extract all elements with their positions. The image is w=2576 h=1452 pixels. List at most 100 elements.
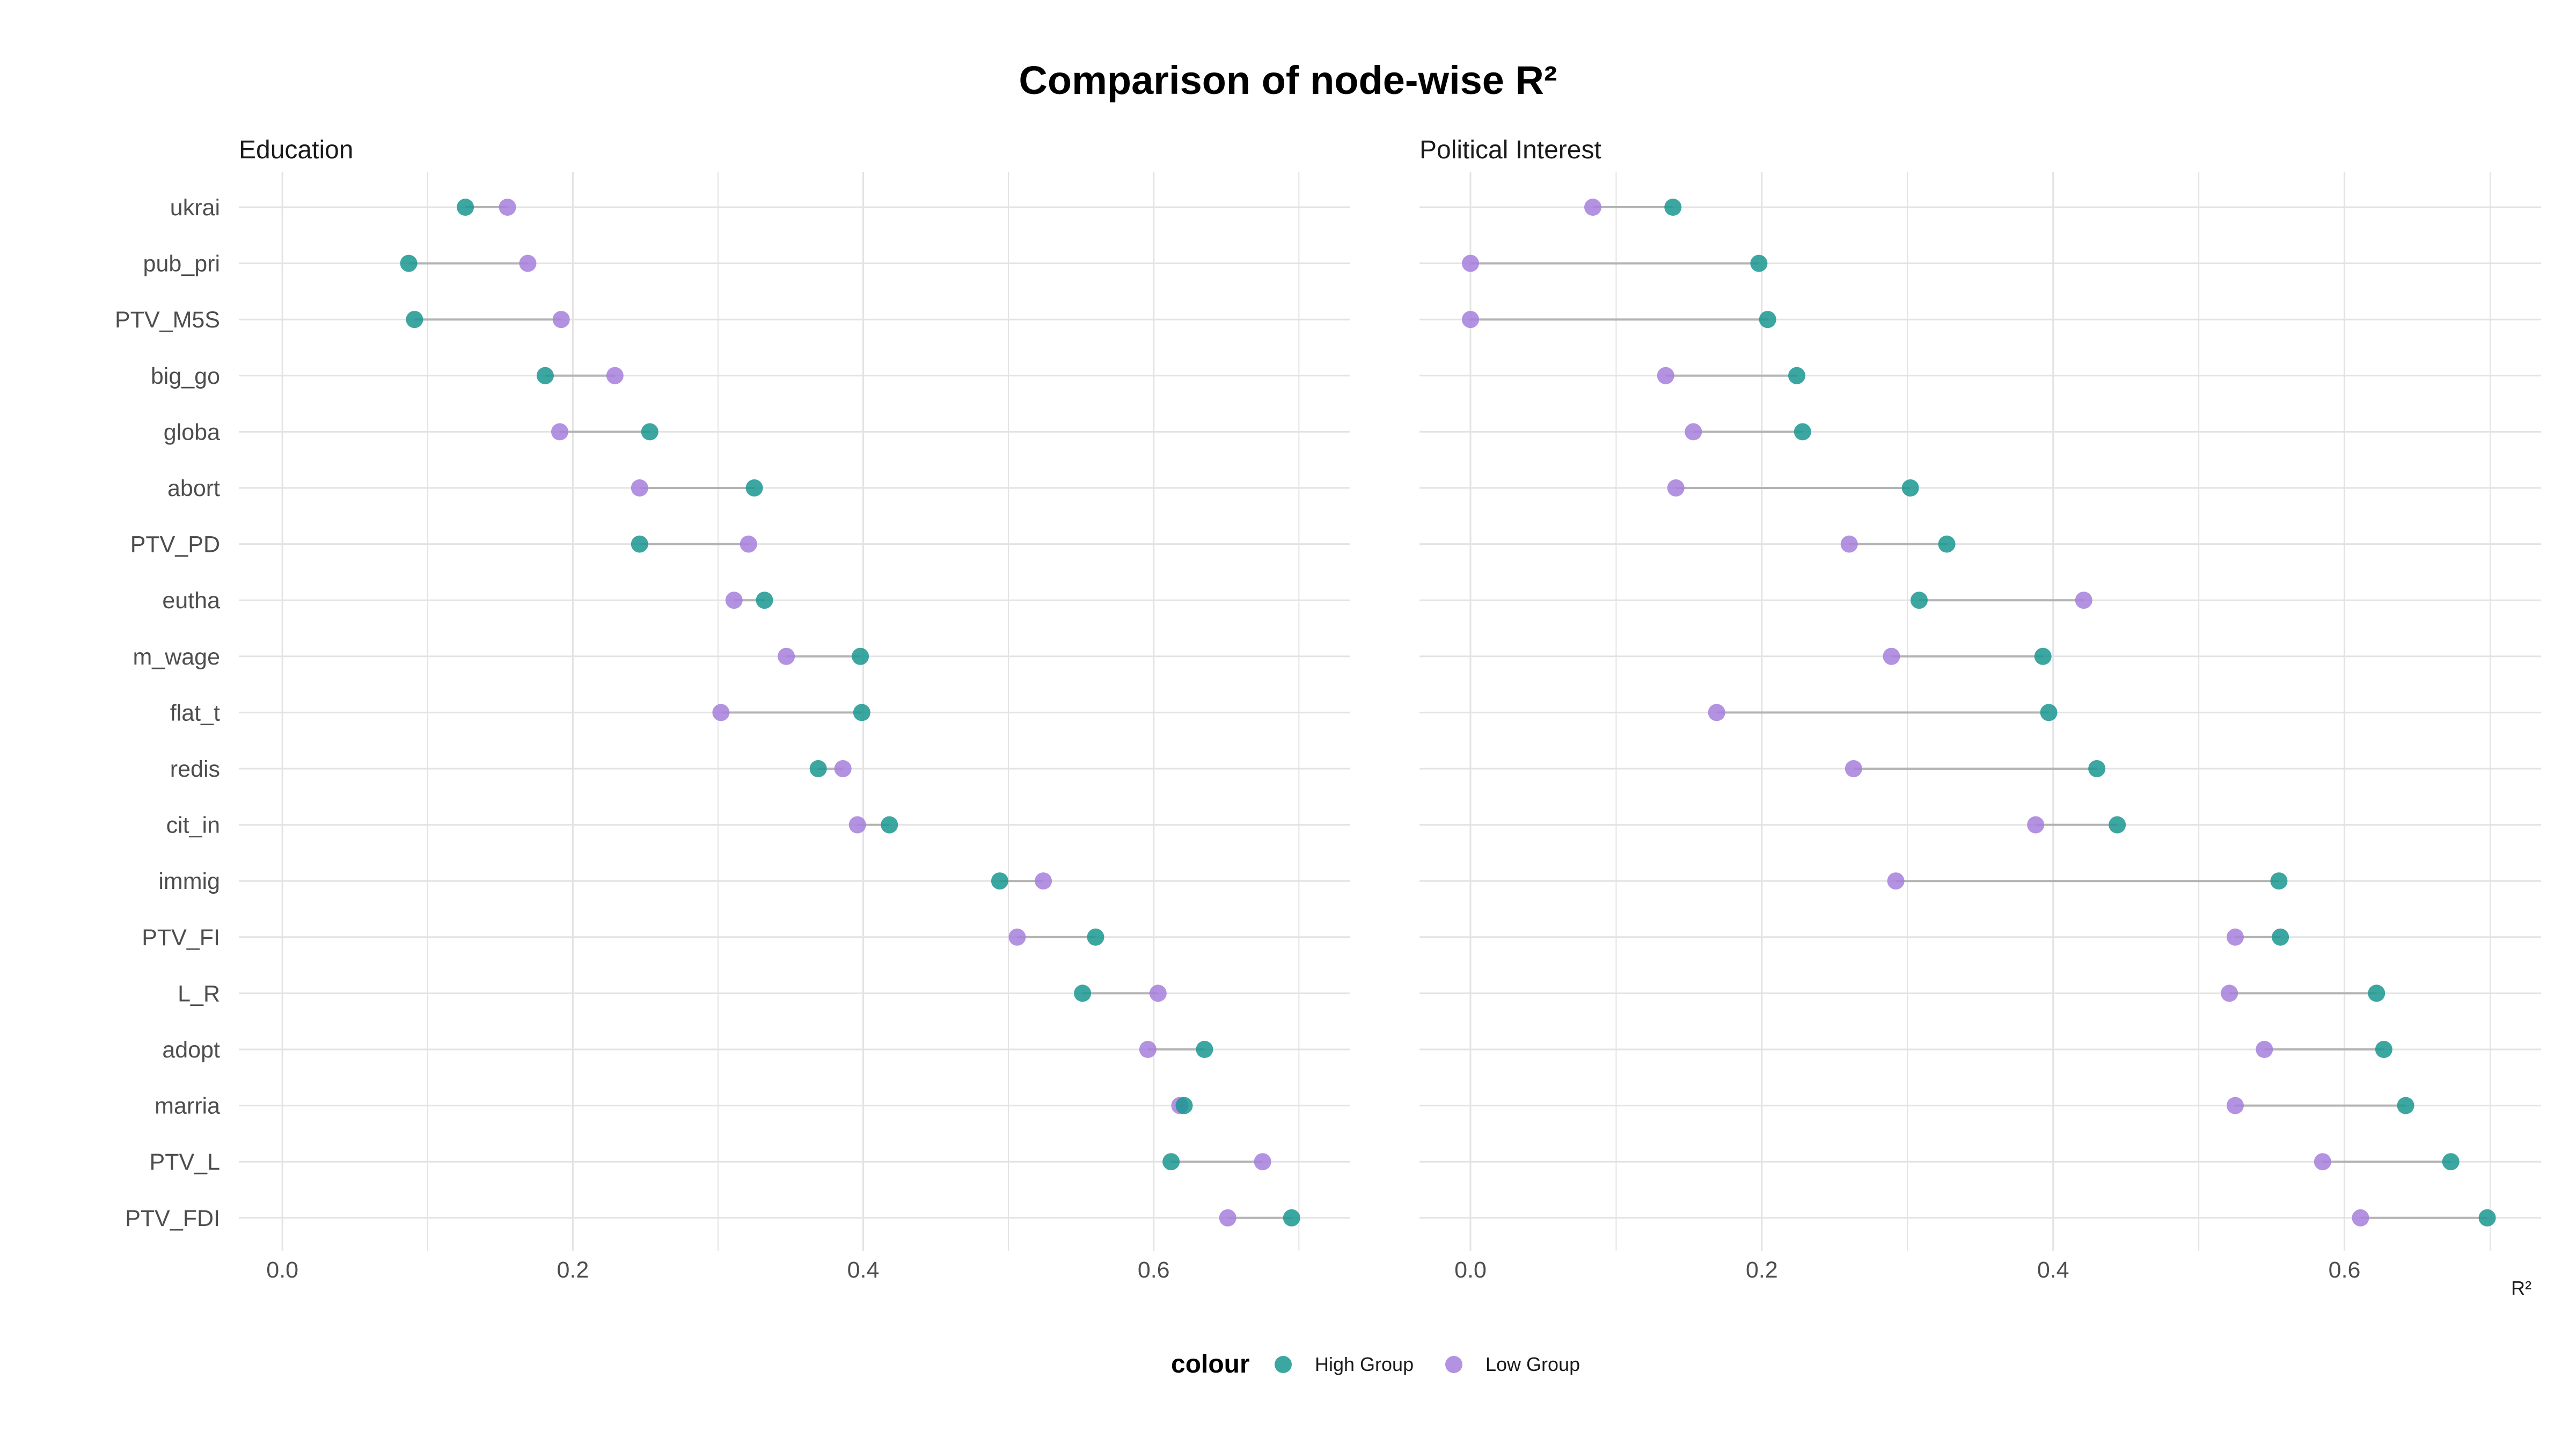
y-tick-label: eutha (162, 588, 220, 614)
point-high-group (2270, 872, 2288, 890)
point-low-group (1219, 1209, 1236, 1227)
legend-marker (1275, 1356, 1292, 1373)
point-low-group (2314, 1153, 2331, 1171)
point-high-group (1911, 592, 1928, 609)
y-tick-label: flat_t (170, 700, 220, 726)
point-low-group (1008, 928, 1026, 946)
point-high-group (2375, 1041, 2392, 1058)
point-low-group (1887, 872, 1905, 890)
point-high-group (2109, 816, 2126, 834)
point-low-group (552, 311, 570, 329)
legend-item: Low Group (1445, 1353, 1580, 1375)
point-low-group (1254, 1153, 1271, 1171)
point-high-group (400, 254, 418, 272)
point-low-group (1035, 872, 1052, 890)
y-tick-label: immig (158, 869, 220, 894)
y-tick-label: m_wage (133, 644, 220, 670)
point-high-group (881, 816, 898, 834)
legend-item: High Group (1275, 1353, 1414, 1375)
point-low-group (1139, 1041, 1157, 1058)
y-tick-label: redis (170, 756, 220, 782)
x-axis-title: R² (2511, 1277, 2531, 1299)
point-low-group (778, 647, 795, 665)
y-tick-label: PTV_M5S (115, 307, 220, 333)
point-high-group (2088, 760, 2106, 777)
point-high-group (2034, 647, 2052, 665)
point-high-group (2368, 984, 2385, 1002)
point-high-group (1087, 928, 1104, 946)
y-tick-label: pub_pri (143, 251, 220, 277)
point-low-group (606, 367, 624, 384)
y-tick-label: adopt (162, 1037, 220, 1063)
points (400, 199, 1300, 1227)
point-high-group (406, 311, 423, 329)
point-high-group (2272, 928, 2289, 946)
point-low-group (1149, 984, 1167, 1002)
y-tick-label: globa (164, 419, 220, 445)
point-high-group (1196, 1041, 1213, 1058)
x-tick-label: 0.2 (557, 1257, 589, 1283)
points (1462, 199, 2496, 1227)
point-low-group (499, 199, 516, 216)
y-tick-label: big_go (151, 363, 220, 389)
x-tick-label: 0.4 (847, 1257, 880, 1283)
point-low-group (2221, 984, 2238, 1002)
legend-items: High Group Low Group (1275, 1353, 1580, 1375)
x-tick-label: 0.6 (1138, 1257, 1170, 1283)
y-tick-label: ukrai (170, 195, 220, 221)
segments (1470, 206, 2487, 1219)
point-high-group (1759, 311, 1776, 329)
point-high-group (1664, 199, 1682, 216)
point-high-group (2478, 1209, 2496, 1227)
point-high-group (745, 479, 763, 497)
point-low-group (2352, 1209, 2369, 1227)
point-low-group (631, 479, 648, 497)
point-high-group (1162, 1153, 1180, 1171)
point-high-group (852, 647, 869, 665)
point-high-group (631, 535, 648, 553)
legend-title: colour (1171, 1350, 1250, 1378)
point-low-group (1462, 311, 1479, 329)
point-low-group (2227, 928, 2244, 946)
y-tick-label: marria (155, 1093, 220, 1119)
point-high-group (641, 423, 658, 441)
point-high-group (1074, 984, 1092, 1002)
panel-2: Political Interest 0.0 0.2 0.4 0.6 (1419, 136, 2541, 1283)
point-low-group (551, 423, 568, 441)
point-low-group (2227, 1097, 2244, 1114)
point-low-group (2075, 592, 2092, 609)
point-low-group (848, 816, 866, 834)
chart-panels: Education 0.0 0.2 0.4 0.6 ukrai pub_pri PTV_M5S… (115, 136, 2541, 1283)
x-tick-label: 0.4 (2037, 1257, 2069, 1283)
grid-lines (239, 172, 1350, 1251)
point-low-group (740, 535, 757, 553)
panel-title: Political Interest (1419, 136, 1601, 164)
point-high-group (457, 199, 474, 216)
y-tick-label: PTV_FI (142, 925, 220, 951)
point-high-group (1938, 535, 1956, 553)
point-low-group (1462, 254, 1479, 272)
point-high-group (809, 760, 827, 777)
point-high-group (1901, 479, 1919, 497)
panel-1: Education 0.0 0.2 0.4 0.6 ukrai pub_pri PTV_M5S… (115, 136, 1350, 1283)
point-low-group (1657, 367, 1674, 384)
point-low-group (1708, 704, 1725, 721)
legend-marker (1445, 1356, 1462, 1373)
y-tick-label: PTV_FDI (125, 1206, 220, 1231)
point-low-group (1584, 199, 1601, 216)
y-tick-label: PTV_L (150, 1149, 220, 1175)
point-low-group (519, 254, 537, 272)
point-high-group (536, 367, 554, 384)
point-high-group (1283, 1209, 1300, 1227)
point-high-group (991, 872, 1008, 890)
point-high-group (1794, 423, 1811, 441)
point-low-group (834, 760, 852, 777)
legend-label: Low Group (1485, 1353, 1580, 1375)
chart-title: Comparison of node-wise R² (1019, 58, 1557, 103)
grid-lines (1419, 172, 2541, 1251)
x-tick-label: 0.0 (266, 1257, 298, 1283)
point-low-group (1845, 760, 1862, 777)
point-high-group (853, 704, 870, 721)
point-low-group (725, 592, 743, 609)
